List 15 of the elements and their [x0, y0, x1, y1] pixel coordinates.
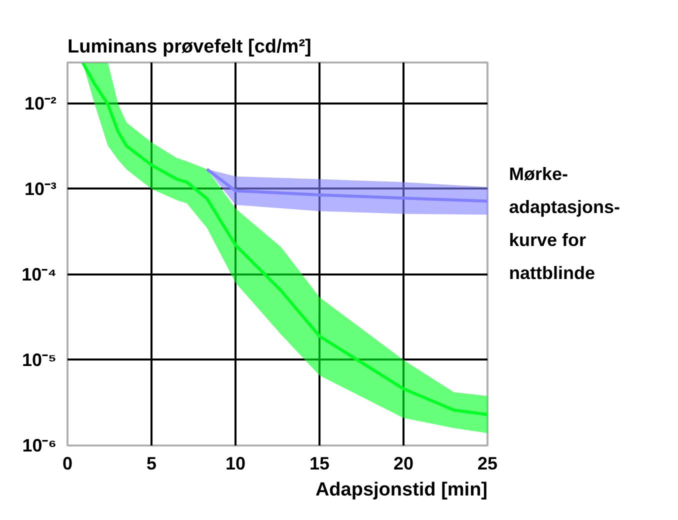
- x-tick-label: 5: [146, 454, 157, 474]
- y-tick-label: 10⁻⁵: [22, 350, 57, 370]
- x-axis-title: Adapsjonstid [min]: [315, 480, 488, 500]
- x-tick-label: 15: [309, 454, 330, 474]
- x-tick-label: 25: [477, 454, 498, 474]
- x-tick-label: 10: [225, 454, 246, 474]
- y-tick-label: 10⁻³: [24, 178, 57, 199]
- y-tick-label: 10⁻⁴: [22, 264, 57, 284]
- y-tick-label: 10⁻²: [24, 93, 57, 114]
- chart-title: Luminans prøvefelt [cd/m²]: [68, 36, 312, 58]
- y-tick-label: 10⁻⁶: [22, 436, 57, 456]
- series-label: Mørke- adaptasjons- kurve for nattblinde: [509, 163, 620, 285]
- x-tick-label: 20: [393, 454, 414, 474]
- x-tick-label: 0: [62, 454, 73, 474]
- line-series: [205, 168, 488, 203]
